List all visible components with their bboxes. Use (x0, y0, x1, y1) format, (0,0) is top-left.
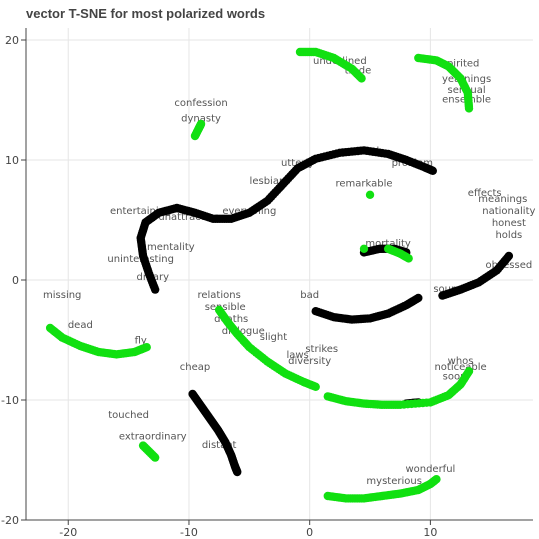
plot-frame (25, 28, 533, 521)
word-label: laws (286, 350, 308, 361)
x-tick-label: -10 (180, 526, 198, 539)
data-point (428, 166, 438, 175)
word-label: nationality (482, 206, 535, 217)
word-label: wonderful (405, 464, 455, 475)
word-label: utterly (281, 158, 314, 169)
word-label: obsessed (485, 260, 532, 271)
data-point (150, 453, 160, 462)
x-axis-ticks: -20 -10 0 10 (59, 520, 437, 539)
word-label: relations (197, 290, 240, 301)
data-points (45, 47, 514, 503)
data-point (357, 74, 366, 83)
word-label: effects (468, 188, 502, 199)
word-label: dead (68, 320, 93, 331)
word-label: slight (260, 332, 287, 343)
word-label: dialogue (222, 326, 265, 337)
word-label: cheap (180, 362, 210, 373)
word-label: mortality (365, 238, 410, 249)
data-point (504, 251, 514, 261)
y-tick-label: -20 (1, 514, 19, 527)
word-label: dynasty (181, 114, 221, 125)
word-label: strikes (305, 344, 338, 355)
word-label: lesbian (250, 176, 286, 187)
word-label: yearnings (442, 74, 491, 85)
y-tick-label: 20 (5, 34, 19, 47)
data-point (311, 382, 320, 391)
x-tick-label: -20 (59, 526, 77, 539)
word-label: spirited (442, 58, 480, 69)
data-point (196, 119, 206, 129)
data-point (464, 367, 474, 376)
word-label: deaths (214, 314, 248, 325)
y-tick-label: 0 (12, 274, 19, 287)
data-point (142, 343, 151, 352)
word-labels: ensemblesensualyearningsspiritedunderlin… (43, 56, 535, 487)
data-point (233, 467, 242, 477)
word-label: diversity (288, 356, 331, 367)
word-label: confession (174, 98, 227, 109)
data-point (404, 254, 413, 263)
x-tick-label: 0 (306, 526, 313, 539)
word-label: bad (300, 290, 319, 301)
y-tick-label: 10 (5, 154, 19, 167)
word-label: extraordinary (119, 432, 187, 443)
data-point (311, 307, 320, 316)
word-label: entertaining (110, 206, 171, 217)
word-label: mysterious (366, 476, 422, 487)
chart-title: vector T-SNE for most polarized words (26, 6, 266, 21)
x-tick-label: 10 (423, 526, 437, 539)
word-label: honest (492, 218, 526, 229)
word-label: noticeable (434, 362, 486, 373)
word-label: remarkable (335, 178, 392, 189)
word-label: meanings (478, 194, 527, 205)
word-label: holds (495, 230, 522, 241)
word-label: sensible (205, 302, 246, 313)
word-label: fly (135, 336, 147, 347)
data-point (365, 190, 375, 199)
word-label: whos (448, 356, 474, 367)
word-label: unattractive (158, 212, 219, 223)
word-label: soon (443, 372, 467, 383)
word-label: mentality (147, 242, 195, 253)
word-label: touched (108, 410, 149, 421)
y-tick-label: -10 (1, 394, 19, 407)
data-point (432, 475, 441, 484)
data-point (464, 104, 474, 113)
data-point (359, 244, 369, 253)
word-label: missing (43, 290, 81, 301)
y-axis-ticks: -20 -10 0 10 20 (1, 34, 26, 527)
word-label: distant (202, 440, 237, 451)
